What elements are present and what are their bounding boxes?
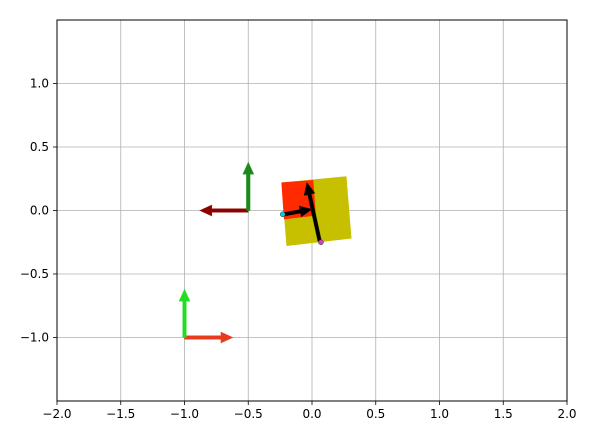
frame-a-y-arrow	[178, 288, 191, 338]
cyan-point	[279, 211, 286, 218]
point-layer	[279, 211, 324, 245]
x-tick-label: 1.5	[494, 407, 513, 421]
frame-a-x-arrow	[184, 331, 234, 344]
x-tick-label: 0.0	[302, 407, 321, 421]
y-tick-label: 1.0	[30, 77, 49, 91]
body-y-arrow	[303, 181, 322, 242]
frame-b-y-arrow	[242, 161, 255, 211]
tick-layer: −2.0 −1.5 −1.0 −0.5 0.0 0.5 1.0 1.5 2.0 1.0 0.5 0.0…	[20, 77, 577, 422]
x-tick-label: 0.5	[366, 407, 385, 421]
body-x-arrow	[283, 205, 313, 218]
y-tick-label: −1.0	[20, 331, 49, 345]
x-tick-label: 1.0	[430, 407, 449, 421]
frame-b-x-arrow	[199, 204, 249, 217]
y-tick-label: −0.5	[20, 267, 49, 281]
y-tick-label: 0.5	[30, 140, 49, 154]
arrow-layer	[178, 161, 322, 344]
y-tick-label: 0.0	[30, 204, 49, 218]
x-tick-label: −2.0	[42, 407, 71, 421]
x-tick-label: 2.0	[557, 407, 576, 421]
x-tick-label: −0.5	[234, 407, 263, 421]
x-tick-label: −1.5	[106, 407, 135, 421]
magenta-point	[318, 239, 324, 245]
x-tick-label: −1.0	[170, 407, 199, 421]
